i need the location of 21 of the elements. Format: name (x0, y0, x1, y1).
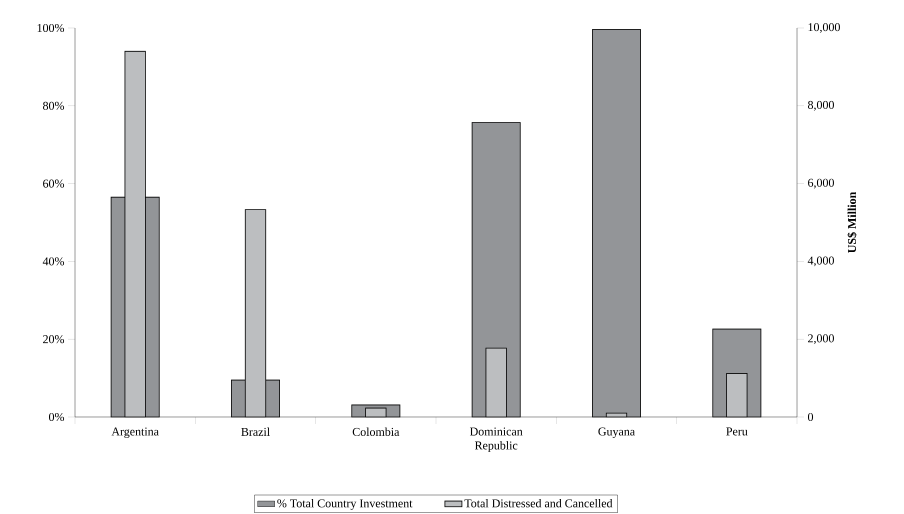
x-tick-label: Argentina (111, 428, 159, 438)
y-tick-label: 80% (43, 102, 64, 110)
y2-tick-label: 6,000 (808, 178, 834, 188)
x-tick-label: Peru (726, 428, 748, 436)
x-tick-label: Guyana (598, 428, 635, 438)
legend-label: Total Distressed and Cancelled (464, 498, 612, 508)
y-tick-label: 100% (38, 24, 64, 32)
y2-tick-label: 0 (808, 412, 814, 422)
y-tick-label: 60% (43, 180, 64, 188)
y2-axis-title: US$ Million (847, 192, 857, 253)
y-tick-label: 20% (43, 335, 64, 344)
y2-tick-label: 2,000 (808, 334, 834, 344)
y-tick-label: 40% (42, 257, 64, 266)
y2-tick-label: 4,000 (808, 256, 834, 266)
x-tick-label: Dominican Republic (470, 428, 523, 452)
y-tick-label: 0% (48, 412, 64, 422)
x-tick-label: Brazil (241, 428, 270, 436)
x-tick-label: Colombia (352, 428, 400, 436)
legend-label: % Total Country Investment (277, 498, 412, 510)
y2-tick-label: 8,000 (808, 100, 834, 111)
y2-tick-label: 10,000 (808, 23, 840, 33)
